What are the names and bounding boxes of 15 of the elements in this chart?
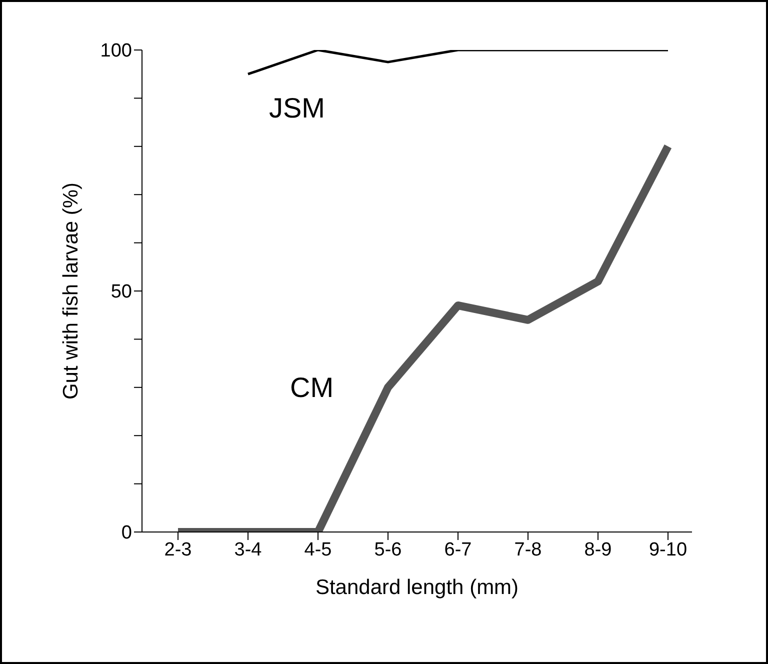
series-label: CM [290,372,334,404]
x-tick-label: 3-4 [234,539,262,560]
y-tick-label: 0 [121,522,132,544]
y-tick-label: 100 [100,40,132,62]
x-tick-label: 4-5 [304,539,332,560]
x-tick-label: 6-7 [444,539,472,560]
x-tick-label: 5-6 [374,539,402,560]
y-axis-title: Gut with fish larvae (%) [59,182,82,400]
x-axis-title: Standard length (mm) [315,576,519,599]
x-tick-label: 9-10 [648,539,688,560]
x-tick-label: 7-8 [514,539,542,560]
series-label: JSM [269,92,325,124]
x-tick-label: 8-9 [584,539,612,560]
x-tick-label: 2-3 [164,539,192,560]
y-tick-label: 50 [110,282,132,303]
